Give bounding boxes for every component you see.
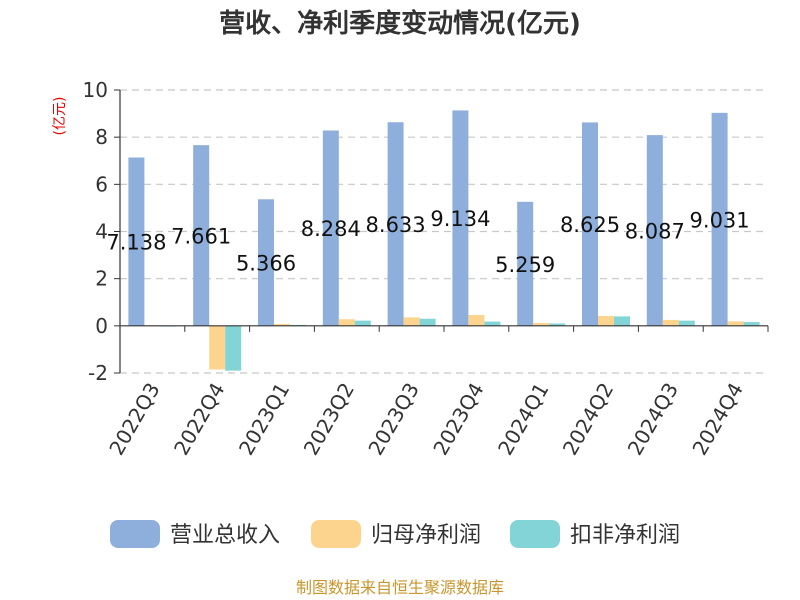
- x-tick-label: 2024Q4: [687, 379, 747, 460]
- legend: 营业总收入 归母净利润 扣非净利润: [110, 520, 680, 548]
- y-tick-label: 2: [95, 267, 108, 291]
- legend-item-3: 扣非净利润: [510, 520, 680, 548]
- y-tick-label: -2: [88, 361, 108, 385]
- y-tick-label: 4: [95, 220, 108, 244]
- bar-2023Q4-1: [452, 110, 469, 326]
- bar-2024Q3-3: [678, 320, 695, 326]
- bars: [128, 110, 760, 371]
- legend-item-1: 营业总收入: [110, 520, 280, 548]
- bar-2023Q3-1: [387, 122, 404, 326]
- bar-2024Q2-2: [598, 315, 614, 326]
- bar-2024Q2-1: [582, 122, 598, 326]
- bar-2022Q3-1: [128, 157, 145, 326]
- x-tick-label: 2023Q4: [428, 379, 488, 460]
- x-axis-ticks: 2022Q3 2022Q4 2023Q1 2023Q2 2023Q3 2023Q4 2024…: [104, 379, 748, 460]
- data-label: 9.134: [430, 207, 490, 231]
- chart-title: 营收、净利季度变动情况(亿元): [219, 8, 581, 39]
- legend-label: 归母净利润: [371, 523, 481, 548]
- axes: [119, 90, 769, 373]
- data-label: 5.366: [236, 252, 296, 276]
- data-label: 8.284: [301, 217, 361, 241]
- x-tick-label: 2024Q1: [493, 379, 553, 460]
- bar-2024Q2-3: [614, 316, 630, 326]
- bar-2022Q4-3: [225, 325, 242, 371]
- bar-2023Q1-1: [258, 199, 274, 326]
- bar-2023Q2-2: [338, 319, 355, 326]
- bar-2023Q3-3: [419, 318, 436, 326]
- bar-2024Q3-1: [646, 135, 663, 326]
- y-tick-label: 8: [95, 125, 108, 149]
- x-tick-label: 2023Q3: [363, 379, 423, 460]
- data-label: 5.259: [495, 253, 555, 277]
- grid-lines: [120, 89, 768, 374]
- bar-2024Q3-2: [662, 319, 679, 326]
- bar-2024Q4-1: [711, 112, 728, 326]
- legend-swatch: [110, 520, 160, 548]
- data-label: 8.087: [625, 219, 685, 243]
- legend-label: 营业总收入: [170, 523, 280, 548]
- y-tick-label: 6: [95, 172, 108, 196]
- data-label: 7.661: [171, 224, 231, 248]
- data-label: 7.138: [106, 231, 166, 255]
- bar-2022Q4-2: [209, 325, 226, 370]
- data-label: 9.031: [690, 208, 750, 232]
- bar-2022Q4-1: [193, 145, 210, 326]
- x-tick-label: 2022Q3: [104, 379, 164, 460]
- x-tick-label: 2023Q1: [234, 379, 294, 460]
- bar-2023Q2-1: [322, 130, 339, 326]
- x-tick-label: 2024Q2: [558, 379, 618, 460]
- y-axis-unit: (亿元): [52, 97, 68, 136]
- bar-2023Q2-3: [354, 320, 371, 326]
- y-tick-label: 10: [83, 78, 108, 102]
- legend-item-2: 归母净利润: [311, 520, 481, 548]
- source-note: 制图数据来自恒生聚源数据库: [296, 578, 504, 597]
- bar-2023Q4-2: [468, 314, 485, 326]
- legend-label: 扣非净利润: [570, 523, 680, 548]
- x-tick-label: 2022Q4: [169, 379, 229, 460]
- bar-2024Q4-2: [727, 321, 744, 326]
- x-tick-label: 2023Q2: [299, 379, 359, 460]
- bar-2024Q1-3: [549, 323, 566, 326]
- legend-swatch: [311, 520, 361, 548]
- bar-2023Q4-3: [484, 321, 501, 326]
- bar-2024Q1-1: [517, 201, 534, 326]
- y-tick-label: 0: [95, 314, 108, 338]
- y-axis-ticks: -2 0 2 4 6 8 10: [83, 78, 120, 385]
- legend-swatch: [510, 520, 560, 548]
- bar-2024Q1-2: [533, 323, 550, 326]
- bar-2024Q4-3: [743, 322, 760, 326]
- bar-2023Q3-2: [403, 317, 420, 326]
- x-tick-label: 2024Q3: [623, 379, 683, 460]
- bar-2023Q1-2: [274, 323, 290, 326]
- data-label: 8.633: [366, 213, 426, 237]
- data-label: 8.625: [560, 213, 620, 237]
